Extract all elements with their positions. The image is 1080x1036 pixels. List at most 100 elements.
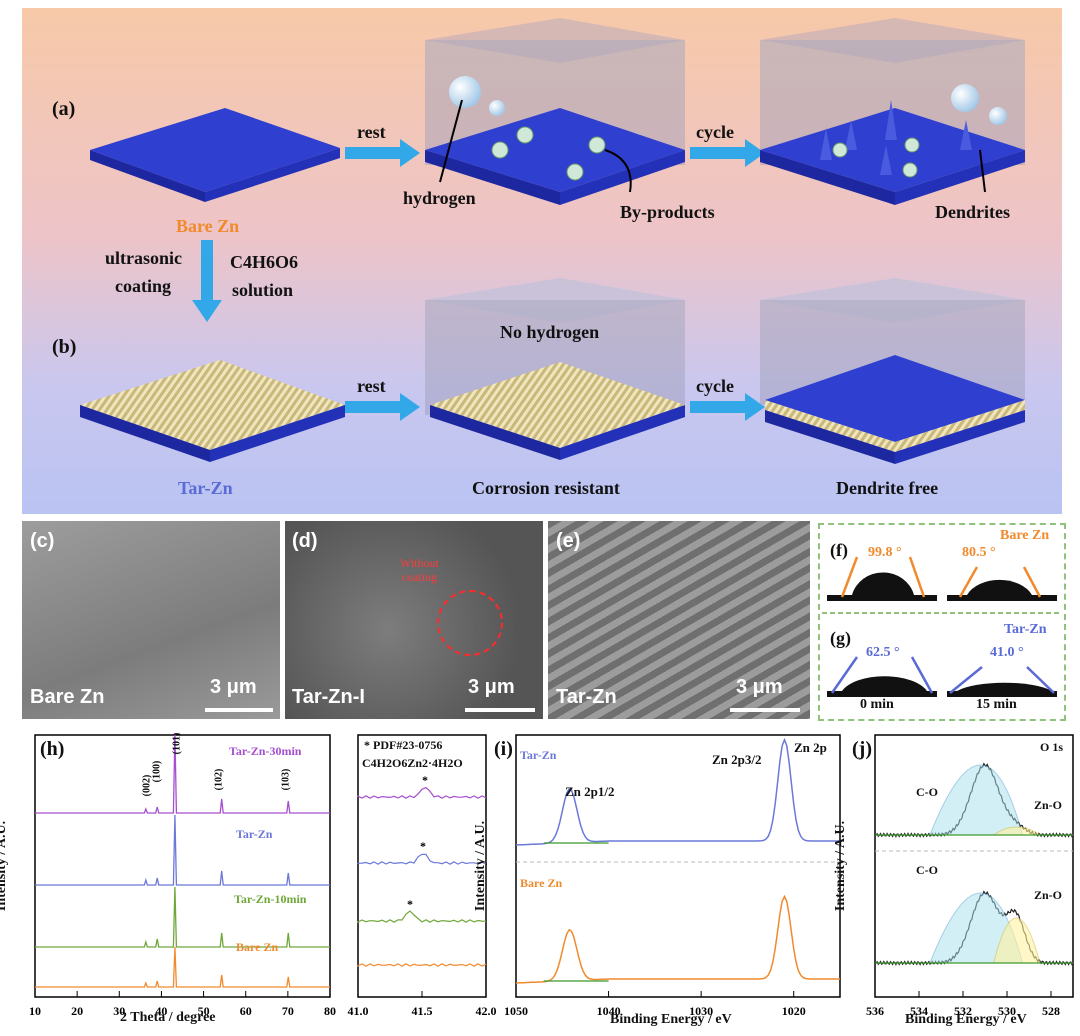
xrd-tick-label: 70 [282,1004,294,1018]
no-hydrogen-cell [425,278,685,460]
charts-svg: *** 10 20 30 40 50 60 70 80 41.0 41.5 42.0 1050 1040… [29,732,1074,1018]
xps-zn-peak-2: Zn 2p3/2 [712,752,762,767]
zn-tick-label: 1020 [782,1004,806,1018]
inset-tick-label: 41.0 [348,1004,369,1018]
inset-formula-label: C4H2O6Zn2·4H2O [362,756,463,770]
solution-label: solution [232,280,294,300]
o-tick-label: 534 [910,1004,928,1018]
xrd-peak-101: (101) [171,732,183,755]
xps-zn-series-1: Tar-Zn [520,748,557,762]
sem-e-label: Tar-Zn [556,686,617,708]
coating-arrow [192,240,222,322]
xrd-peak-102: (102) [213,768,225,791]
sem-d-annotation-line2: coating [401,570,438,584]
xrd-tick-label: 80 [324,1004,336,1018]
xps-o-zno-top: Zn-O [1034,798,1063,812]
xrd-tick-label: 10 [29,1004,41,1018]
no-hydrogen-label: No hydrogen [500,322,600,342]
angle-g-0min: 62.5 ° [866,645,900,660]
xrd-series-3-label: Tar-Zn-10min [234,892,307,906]
zn-series-line [515,894,840,984]
panel-g-letter: (g) [830,628,851,648]
inset-marker: * [420,839,426,853]
time-0-label: 0 min [860,697,894,712]
schematic-drawing [80,18,1025,464]
xrd-series-4-label: Bare Zn [236,940,279,954]
inset-series-line [357,786,487,799]
inset-tick-label: 42.0 [476,1004,497,1018]
xps-zn-corner: Zn 2p [794,740,827,755]
inset-pdf-label: * PDF#23-0756 [364,738,443,752]
sem-c-letter: (c) [30,530,55,552]
sem-c-scale: 3 μm [210,676,257,698]
xrd-peak-100: (100) [151,760,163,783]
sem-d-annotation-line1: Without [400,556,439,570]
o-co-component [929,764,1023,836]
o-tick-label: 536 [866,1004,884,1018]
inset-series-line [357,963,487,967]
sem-c-scalebar [205,708,273,712]
xps-zn-series-2: Bare Zn [520,876,563,890]
contact-angle-drawing [822,556,1060,697]
cycle-label-a: cycle [696,122,734,142]
rest-label-a: rest [357,122,386,142]
panel-j-letter: (j) [852,738,872,760]
xps-o-co-top: C-O [916,785,938,799]
o-tick-label: 532 [954,1004,972,1018]
xrd-tick-label: 50 [198,1004,210,1018]
xrd-series-line [35,886,330,948]
tar-zn-plate [80,360,345,462]
hydrogen-cell [425,18,685,205]
time-15-label: 15 min [976,697,1017,712]
xrd-series-line [35,946,330,988]
panel-f-letter: (f) [830,540,848,560]
bare-zn-label: Bare Zn [176,216,240,236]
cycle-arrow-b [690,393,765,421]
panel-h-letter: (h) [40,738,65,760]
rest-arrow-b [345,393,420,421]
uncoated-region-circle [437,590,503,656]
cycle-label-b: cycle [696,376,734,396]
inset-marker: * [422,773,428,787]
xrd-series-line [35,732,330,814]
o-tick-label: 530 [998,1004,1016,1018]
panel-a-label: (a) [52,98,76,120]
xps-zn-frame [515,734,841,998]
inset-series-line [357,910,487,924]
xps-o-zno-bottom: Zn-O [1034,888,1063,902]
xrd-series-2-label: Tar-Zn [236,827,273,841]
corrosion-resistant-label: Corrosion resistant [472,478,620,498]
xrd-ylabel: Intensity / A.U. [0,820,10,912]
dendrite-cell [760,18,1025,205]
sem-d-scale: 3 μm [468,676,515,698]
zn-tick-label: 1030 [689,1004,713,1018]
xrd-series-1-label: Tar-Zn-30min [229,744,302,758]
dendrite-free-label: Dendrite free [836,478,939,498]
coating-label: coating [115,276,171,296]
o-zno-component [993,917,1041,964]
sem-e-scalebar [730,708,800,712]
hydrogen-label: hydrogen [403,188,476,208]
sem-c-label: Bare Zn [30,686,105,708]
byproducts-label: By-products [620,202,715,222]
sem-e-scale: 3 μm [736,676,783,698]
sem-d-letter: (d) [292,530,318,552]
inset-tick-label: 41.5 [412,1004,433,1018]
solution-formula: C4H6O6 [230,252,299,272]
angle-g-15min: 41.0 ° [990,645,1024,660]
panel-f-sample: Bare Zn [1000,528,1050,543]
sem-d-label: Tar-Zn-I [292,686,365,708]
inset-series-line [357,853,487,865]
xrd-series-line [35,814,330,886]
sem-e-letter: (e) [556,530,581,552]
sem-image-c [22,521,280,719]
xps-o-xlabel: Binding Energy / eV [905,1012,1027,1027]
xrd-tick-label: 20 [71,1004,83,1018]
sem-d-scalebar [465,708,535,712]
xrd-xlabel: 2 Theta / degree [120,1010,216,1025]
xps-o-corner: O 1s [1040,740,1064,754]
cycle-arrow-a [690,139,765,167]
xrd-tick-label: 60 [240,1004,252,1018]
bare-zn-plate [90,108,340,202]
xrd-peak-103: (103) [280,768,292,791]
